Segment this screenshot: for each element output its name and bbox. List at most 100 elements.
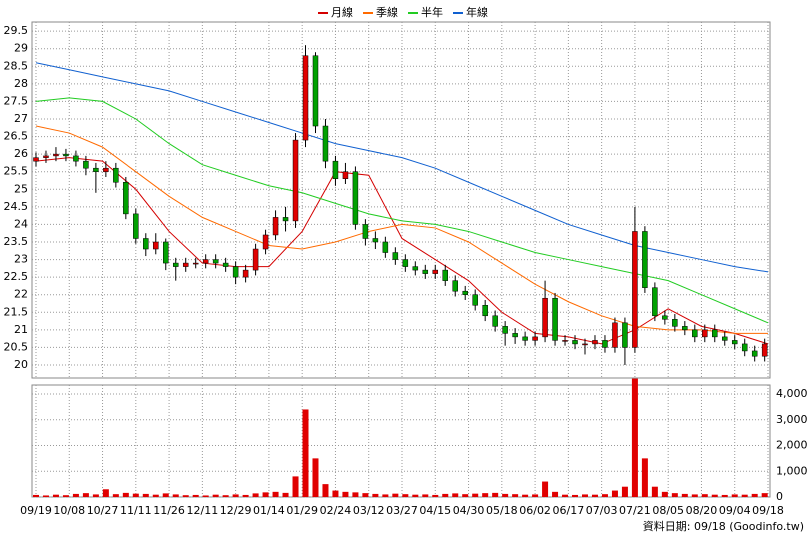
- candle-body: [372, 238, 379, 243]
- x-tick-label: 11/11: [120, 504, 152, 517]
- candle-body: [751, 350, 758, 357]
- volume-bar: [731, 494, 738, 497]
- y-tick-label: 28.5: [4, 59, 29, 72]
- volume-bar: [492, 492, 499, 497]
- candle-body: [242, 269, 249, 278]
- volume-bar: [751, 493, 758, 497]
- y-tick-label: 27.5: [4, 94, 29, 107]
- volume-bar: [352, 492, 359, 497]
- candle-body: [692, 329, 698, 338]
- y-tick-label: 26: [14, 147, 28, 160]
- volume-bar: [422, 494, 429, 497]
- volume-bar: [332, 490, 339, 497]
- volume-bar: [402, 494, 409, 497]
- volume-bar: [432, 494, 439, 497]
- y-tick-label: 28: [14, 77, 28, 90]
- volume-bar: [681, 493, 688, 497]
- candle-body: [572, 340, 578, 345]
- volume-bar: [202, 495, 209, 497]
- volume-bar: [482, 493, 489, 497]
- candle-body: [222, 262, 229, 267]
- volume-bar: [631, 378, 638, 497]
- volume-bar: [362, 493, 369, 497]
- volume-bar: [532, 494, 539, 497]
- candle-body: [143, 238, 149, 250]
- x-tick-label: 01/14: [253, 504, 285, 517]
- candle-body: [552, 297, 558, 341]
- volume-bar: [552, 491, 559, 497]
- volume-bar: [132, 493, 139, 497]
- candle-body: [492, 315, 498, 327]
- candle-body: [542, 297, 548, 338]
- volume-bar: [252, 493, 259, 497]
- y-tick-label: 29.5: [4, 24, 29, 37]
- candle-body: [602, 340, 608, 348]
- candle-body: [63, 153, 69, 157]
- volume-bar: [152, 494, 159, 497]
- candle-body: [462, 290, 468, 295]
- volume-bar: [312, 458, 319, 497]
- candle-body: [272, 217, 279, 236]
- volume-bar: [582, 494, 589, 497]
- y-tick-label: 20.5: [4, 340, 29, 353]
- y-tick-label: 23.5: [4, 235, 29, 248]
- volume-bar: [502, 493, 509, 497]
- candle-body: [212, 259, 219, 264]
- candle-body: [612, 322, 618, 348]
- candle-body: [412, 266, 419, 271]
- y-tick-label: 29: [14, 42, 28, 55]
- volume-bar: [412, 494, 419, 497]
- x-tick-label: 08/20: [686, 504, 718, 517]
- candle-body: [662, 315, 668, 320]
- x-tick-label: 04/15: [419, 504, 451, 517]
- y-tick-label: 2,000: [776, 439, 808, 452]
- x-tick-label: 07/03: [586, 504, 618, 517]
- candle-body: [352, 171, 359, 225]
- volume-bar: [661, 491, 668, 497]
- volume-bar: [472, 493, 479, 497]
- volume-bar: [72, 493, 79, 497]
- y-tick-label: 21.5: [4, 305, 29, 318]
- legend-label: 年線: [466, 5, 488, 19]
- x-tick-label: 11/26: [153, 504, 185, 517]
- candle-body: [192, 262, 199, 265]
- candle-body: [562, 340, 568, 342]
- candle-body: [332, 160, 339, 179]
- volume-bar: [212, 494, 219, 497]
- candle-body: [312, 55, 319, 127]
- x-tick-label: 01/29: [286, 504, 318, 517]
- candle-body: [33, 157, 39, 162]
- x-tick-label: 12/29: [220, 504, 252, 517]
- y-tick-label: 24.5: [4, 200, 29, 213]
- candle-body: [93, 167, 99, 172]
- candle-body: [522, 336, 528, 341]
- candle-body: [43, 155, 49, 158]
- volume-bar: [601, 494, 608, 497]
- y-tick-label: 3,000: [776, 413, 808, 426]
- x-tick-label: 09/19: [20, 504, 52, 517]
- volume-bar: [342, 491, 349, 497]
- x-tick-label: 08/05: [652, 504, 684, 517]
- candle-body: [133, 213, 139, 239]
- y-tick-label: 1,000: [776, 464, 808, 477]
- price-panel: [31, 21, 771, 379]
- volume-bar: [172, 494, 179, 497]
- y-tick-label: 22: [14, 288, 28, 301]
- candle-body: [302, 55, 309, 141]
- candle-body: [652, 287, 658, 317]
- legend-label: 月線: [331, 5, 353, 19]
- y-tick-label: 4,000: [776, 387, 808, 400]
- x-tick-label: 03/12: [353, 504, 385, 517]
- x-tick-label: 05/18: [486, 504, 518, 517]
- y-tick-label: 26.5: [4, 130, 29, 143]
- candle-body: [73, 155, 79, 162]
- candle-body: [592, 340, 598, 345]
- ma-line: [35, 125, 769, 334]
- x-tick-label: 10/27: [87, 504, 119, 517]
- candle-body: [163, 241, 169, 264]
- volume-bar: [82, 493, 89, 497]
- candle-body: [123, 182, 129, 215]
- volume-bar: [242, 494, 249, 497]
- volume-bar: [651, 486, 658, 497]
